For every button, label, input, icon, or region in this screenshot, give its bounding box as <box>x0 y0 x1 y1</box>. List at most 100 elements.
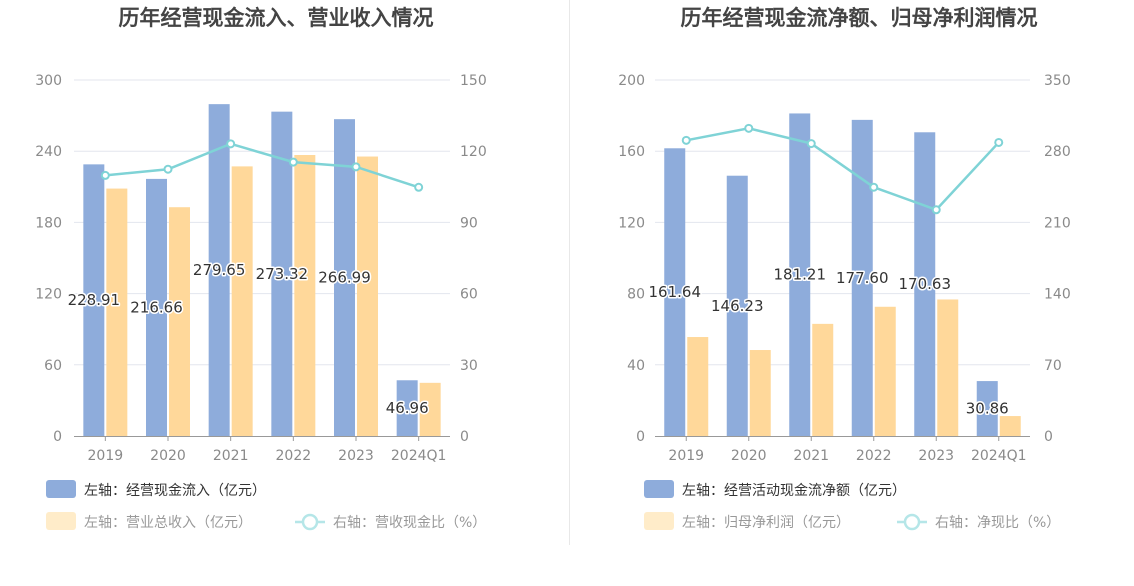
bar-primary[interactable] <box>396 380 418 436</box>
ratio-point[interactable] <box>288 157 298 167</box>
bar-primary[interactable] <box>208 104 230 436</box>
bar-primary[interactable] <box>271 111 293 436</box>
right-axis-tick: 70 <box>1044 358 1062 374</box>
bar-primary[interactable] <box>664 148 686 436</box>
ratio-point[interactable] <box>806 139 816 149</box>
left-axis-tick: 120 <box>35 287 62 303</box>
ratio-line <box>105 142 420 189</box>
bar-data-label: 46.96 <box>386 399 429 417</box>
x-axis-tick-label: 2024Q1 <box>391 448 447 464</box>
left-axis-tick: 40 <box>627 358 645 374</box>
bar-data-label: 216.66 <box>130 298 183 316</box>
legend-swatch <box>644 512 674 530</box>
ratio-point[interactable] <box>931 205 941 215</box>
chart-panel-net-cash-flow: 历年经营现金流净额、归母净利润情况 0 40 80 120 160 200 0 70 140 21… <box>567 0 1134 582</box>
ratio-point[interactable] <box>994 137 1004 147</box>
x-axis-tick-label: 2022 <box>276 448 312 464</box>
bar-data-label: 170.63 <box>899 275 952 293</box>
ratio-point[interactable] <box>226 139 236 149</box>
bar-data-label: 30.86 <box>966 400 1009 418</box>
right-axis-tick: 90 <box>460 215 478 231</box>
x-axis-tick-label: 2022 <box>856 448 892 464</box>
ratio-point[interactable] <box>681 135 691 145</box>
bar-primary[interactable] <box>83 164 105 436</box>
left-axis-tick: 120 <box>618 215 645 231</box>
legend-label: 左轴：归母净利润（亿元） <box>682 514 850 531</box>
bar-primary[interactable] <box>976 381 998 436</box>
bar-primary[interactable] <box>334 119 355 436</box>
bar-secondary[interactable] <box>169 207 190 436</box>
legend-marker <box>301 513 319 531</box>
legend-label: 右轴：净现比（%） <box>935 515 1060 531</box>
bar-secondary[interactable] <box>231 166 253 436</box>
legend-swatch <box>46 480 76 498</box>
ratio-point[interactable] <box>163 164 173 174</box>
legend-item-ratio-line[interactable]: 右轴：营收现金比（%） <box>295 513 486 531</box>
legend-item-secondary-bar[interactable]: 左轴：营业总收入（亿元） <box>46 512 252 531</box>
legend-label: 左轴：经营现金流入（亿元） <box>84 483 266 499</box>
x-axis-tick-label: 2023 <box>338 448 374 464</box>
right-axis-tick: 60 <box>460 287 478 303</box>
left-axis-tick: 160 <box>618 144 645 160</box>
legend-item-ratio-line[interactable]: 右轴：净现比（%） <box>897 513 1060 531</box>
right-axis-tick: 280 <box>1044 144 1071 160</box>
bar-data-label: 181.21 <box>774 266 827 284</box>
ratio-point[interactable] <box>869 182 879 192</box>
bar-primary[interactable] <box>851 119 873 436</box>
bar-secondary[interactable] <box>419 382 441 436</box>
left-axis-tick: 180 <box>35 215 62 231</box>
right-axis-tick: 0 <box>1044 429 1053 445</box>
bar-primary[interactable] <box>146 178 167 437</box>
bar-data-label: 177.60 <box>836 269 889 287</box>
ratio-line <box>686 127 1000 212</box>
legend-marker <box>903 513 921 531</box>
x-axis-tick-label: 2019 <box>88 448 124 464</box>
legend-item-primary-bar[interactable]: 左轴：经营现金流入（亿元） <box>46 480 266 499</box>
x-axis-tick-label: 2019 <box>668 448 704 464</box>
bar-data-label: 161.64 <box>649 283 702 301</box>
plot-area: 0 40 80 120 160 200 0 70 140 210 280 350 2019 2020 202… <box>618 73 1070 464</box>
bar-secondary[interactable] <box>357 156 378 437</box>
bar-data-label: 273.32 <box>256 265 309 283</box>
right-axis-tick: 210 <box>1044 215 1071 231</box>
left-axis-tick: 80 <box>627 287 645 303</box>
right-axis-tick: 120 <box>460 144 487 160</box>
bar-secondary[interactable] <box>687 337 709 436</box>
chart-svg-right: 历年经营现金流净额、归母净利润情况 0 40 80 120 160 200 0 70 140 21… <box>618 6 1070 531</box>
left-axis-tick: 300 <box>35 73 62 89</box>
left-axis-tick: 200 <box>618 73 645 89</box>
chart-title: 历年经营现金流入、营业收入情况 <box>119 6 434 30</box>
bar-secondary[interactable] <box>106 188 128 436</box>
right-axis-tick: 140 <box>1044 287 1071 303</box>
legend-label: 左轴：经营活动现金流净额（亿元） <box>682 483 906 499</box>
bar-secondary[interactable] <box>937 299 959 436</box>
bar-secondary[interactable] <box>749 350 771 436</box>
ratio-point[interactable] <box>744 123 754 133</box>
bar-data-label: 266.99 <box>318 269 371 287</box>
ratio-point[interactable] <box>100 170 110 180</box>
chart-panel-operating-inflow: 历年经营现金流入、营业收入情况 0 60 120 180 240 300 0 30 60 90 12… <box>0 0 567 582</box>
legend-item-primary-bar[interactable]: 左轴：经营活动现金流净额（亿元） <box>644 480 906 499</box>
legend[interactable]: 左轴：经营现金流入（亿元） 左轴：营业总收入（亿元） 右轴：营收现金比（%） <box>46 480 486 531</box>
bar-data-label: 279.65 <box>193 261 246 279</box>
legend-item-secondary-bar[interactable]: 左轴：归母净利润（亿元） <box>644 512 850 531</box>
right-axis-tick: 350 <box>1044 73 1071 89</box>
bar-secondary[interactable] <box>294 154 316 437</box>
bar-secondary[interactable] <box>874 306 896 436</box>
legend-swatch <box>46 512 76 530</box>
left-axis-tick: 0 <box>636 429 645 445</box>
legend-label: 右轴：营收现金比（%） <box>333 515 486 531</box>
bar-data-label: 146.23 <box>711 297 764 315</box>
bar-primary[interactable] <box>726 175 748 436</box>
bar-data-label: 228.91 <box>68 291 121 309</box>
ratio-point[interactable] <box>414 182 424 192</box>
x-axis-tick-label: 2023 <box>918 448 954 464</box>
legend[interactable]: 左轴：经营活动现金流净额（亿元） 左轴：归母净利润（亿元） 右轴：净现比（%） <box>644 480 1060 531</box>
ratio-point[interactable] <box>351 162 361 172</box>
legend-label: 左轴：营业总收入（亿元） <box>84 515 252 531</box>
bar-primary[interactable] <box>789 113 811 436</box>
right-axis-tick: 150 <box>460 73 487 89</box>
bar-secondary[interactable] <box>999 416 1021 436</box>
bar-secondary[interactable] <box>812 323 834 436</box>
x-axis-tick-label: 2020 <box>150 448 186 464</box>
